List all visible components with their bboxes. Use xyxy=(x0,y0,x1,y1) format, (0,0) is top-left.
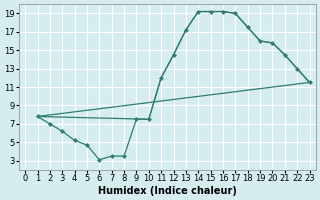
X-axis label: Humidex (Indice chaleur): Humidex (Indice chaleur) xyxy=(98,186,237,196)
